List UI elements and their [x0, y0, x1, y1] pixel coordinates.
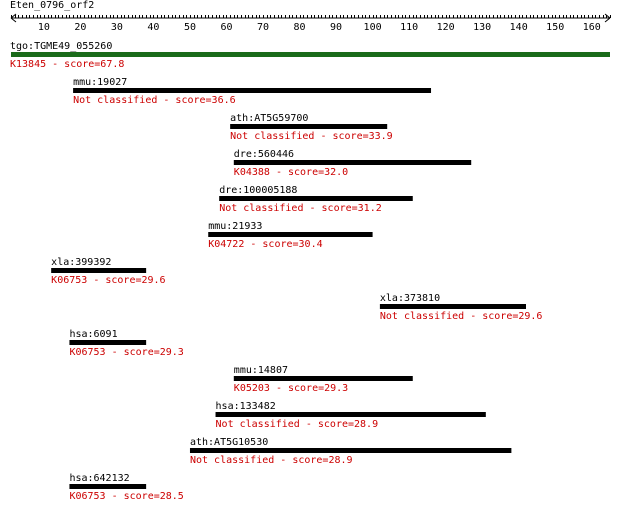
sequence-name: xla:373810: [380, 293, 440, 304]
sequence-name: tgo:TGME49_055260: [10, 41, 112, 52]
tick-label: 50: [184, 22, 196, 33]
tick-label: 120: [437, 22, 455, 33]
hit-row: ath:AT5G10530 Not classified - score=28.9: [189, 437, 512, 466]
hit-row: mmu:19027 Not classified - score=36.6: [73, 77, 432, 106]
sequence-name: hsa:642132: [69, 473, 129, 484]
hit-row: ath:AT5G59700 Not classified - score=33.9: [230, 113, 393, 142]
hit-bar: [208, 232, 373, 237]
hit-row: hsa:133482 Not classified - score=28.9: [215, 401, 486, 430]
hit-bar: [233, 376, 413, 381]
tick-label: 10: [38, 22, 50, 33]
hit-bar: [215, 412, 486, 417]
hit-annotation: Not classified - score=31.2: [219, 203, 382, 214]
diagram-title: Eten_0796_orf2: [10, 0, 95, 11]
hit-row: hsa:6091 K06753 - score=29.3: [69, 329, 184, 358]
hit-annotation: K04722 - score=30.4: [208, 239, 322, 250]
sequence-name: ath:AT5G59700: [230, 113, 308, 124]
tick-label: 80: [294, 22, 306, 33]
sequence-name: dre:100005188: [219, 185, 297, 196]
alignment-rows: tgo:TGME49_055260 K13845 - score=67.8 mmu:…: [10, 41, 610, 502]
sequence-name: ath:AT5G10530: [190, 437, 268, 448]
hit-row: dre:560446 K04388 - score=32.0: [233, 149, 472, 178]
hit-row: mmu:21933 K04722 - score=30.4: [208, 221, 373, 250]
hit-bar: [69, 484, 147, 489]
tick-label: 30: [111, 22, 123, 33]
sequence-name: mmu:14807: [234, 365, 288, 376]
query-bar: [11, 52, 610, 57]
hit-annotation: K06753 - score=29.3: [69, 347, 183, 358]
tick-label: 110: [400, 22, 418, 33]
hit-bar: [189, 448, 512, 453]
sequence-name: hsa:6091: [69, 329, 117, 340]
hit-row: dre:100005188 Not classified - score=31.2: [219, 185, 413, 214]
sequence-name: mmu:19027: [73, 77, 127, 88]
hit-bar: [69, 340, 147, 345]
hit-annotation: Not classified - score=29.6: [380, 311, 543, 322]
hit-annotation: K04388 - score=32.0: [234, 167, 348, 178]
tick-label: 60: [220, 22, 232, 33]
tick-label: 40: [147, 22, 159, 33]
hit-annotation: Not classified - score=28.9: [190, 455, 353, 466]
tick-label: 130: [473, 22, 491, 33]
tick-label: 140: [510, 22, 528, 33]
tick-label: 100: [364, 22, 382, 33]
hit-row: mmu:14807 K05203 - score=29.3: [233, 365, 413, 394]
hit-annotation: K06753 - score=29.6: [51, 275, 165, 286]
tick-label: 150: [546, 22, 564, 33]
hit-bar: [379, 304, 526, 309]
sequence-name: mmu:21933: [208, 221, 262, 232]
sequence-name: xla:399392: [51, 257, 111, 268]
tick-label: 70: [257, 22, 269, 33]
hit-bar: [51, 268, 147, 273]
tick-label: 160: [583, 22, 601, 33]
query-row: tgo:TGME49_055260 K13845 - score=67.8: [10, 41, 610, 70]
hit-row: xla:399392 K06753 - score=29.6: [51, 257, 166, 286]
hit-annotation: K13845 - score=67.8: [10, 59, 124, 70]
hit-annotation: Not classified - score=33.9: [230, 131, 393, 142]
hit-bar: [219, 196, 413, 201]
hit-annotation: K05203 - score=29.3: [234, 383, 348, 394]
hit-row: hsa:642132 K06753 - score=28.5: [69, 473, 184, 502]
position-ruler: 10 20 30 40 50 60 70 80 90 100 110 120 130 140 150 160: [10, 13, 611, 33]
hit-annotation: K06753 - score=28.5: [69, 491, 183, 502]
sequence-name: dre:560446: [234, 149, 294, 160]
hit-bar: [230, 124, 388, 129]
hit-annotation: Not classified - score=36.6: [73, 95, 236, 106]
hit-annotation: Not classified - score=28.9: [216, 419, 379, 430]
tick-label: 90: [330, 22, 342, 33]
hit-row: xla:373810 Not classified - score=29.6: [379, 293, 543, 322]
hit-bar: [233, 160, 472, 165]
ruler-right-arrow: [604, 13, 611, 23]
tick-label: 20: [74, 22, 86, 33]
sequence-name: hsa:133482: [216, 401, 276, 412]
hit-bar: [73, 88, 432, 93]
